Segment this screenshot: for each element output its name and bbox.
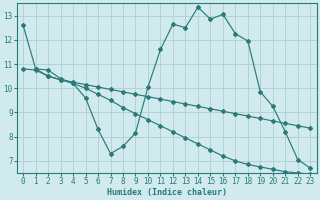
X-axis label: Humidex (Indice chaleur): Humidex (Indice chaleur) <box>107 188 227 197</box>
